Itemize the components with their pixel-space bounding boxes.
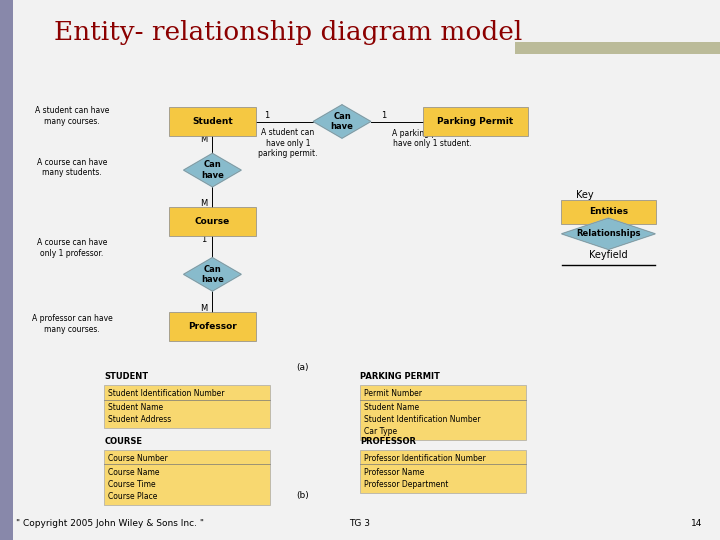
FancyBboxPatch shape <box>360 450 526 493</box>
Text: M: M <box>200 199 207 207</box>
Polygon shape <box>184 153 241 187</box>
FancyBboxPatch shape <box>360 385 526 440</box>
Text: 1: 1 <box>201 235 207 244</box>
Text: Course Number: Course Number <box>108 454 168 463</box>
Text: Relationships: Relationships <box>576 230 641 238</box>
Text: A student can have
many courses.: A student can have many courses. <box>35 106 109 126</box>
Text: A student can
have only 1
parking permit.: A student can have only 1 parking permit… <box>258 128 318 158</box>
FancyBboxPatch shape <box>423 107 528 136</box>
Text: TG 3: TG 3 <box>349 519 371 528</box>
Text: 1: 1 <box>381 111 387 119</box>
FancyBboxPatch shape <box>515 42 720 54</box>
Text: Entities: Entities <box>589 207 628 216</box>
Text: Keyfield: Keyfield <box>589 251 628 260</box>
FancyBboxPatch shape <box>168 312 256 341</box>
Text: Parking Permit: Parking Permit <box>437 117 513 126</box>
Text: A parking permit can
have only 1 student.: A parking permit can have only 1 student… <box>392 129 472 149</box>
Text: Permit Number: Permit Number <box>364 389 422 398</box>
Text: Can
have: Can have <box>330 112 354 131</box>
Text: Course Name: Course Name <box>108 468 160 477</box>
Text: Key: Key <box>576 191 593 200</box>
Text: Student Identification Number: Student Identification Number <box>364 415 480 424</box>
Text: Student Name: Student Name <box>364 403 419 412</box>
Text: PROFESSOR: PROFESSOR <box>360 436 416 446</box>
Text: M: M <box>200 304 207 313</box>
Polygon shape <box>184 258 241 291</box>
Text: Course: Course <box>195 217 230 226</box>
FancyBboxPatch shape <box>104 450 270 505</box>
Text: Professor: Professor <box>188 322 237 331</box>
Text: Entity- relationship diagram model: Entity- relationship diagram model <box>54 20 522 45</box>
Text: COURSE: COURSE <box>104 436 143 446</box>
Text: A professor can have
many courses.: A professor can have many courses. <box>32 314 112 334</box>
Text: (b): (b) <box>296 491 309 500</box>
Polygon shape <box>313 105 371 138</box>
Text: Car Type: Car Type <box>364 427 397 436</box>
Text: A course can have
only 1 professor.: A course can have only 1 professor. <box>37 238 107 258</box>
Text: PARKING PERMIT: PARKING PERMIT <box>360 372 440 381</box>
Text: Can
have: Can have <box>201 265 224 284</box>
Text: A course can have
many students.: A course can have many students. <box>37 158 107 177</box>
Text: 1: 1 <box>264 111 269 119</box>
FancyBboxPatch shape <box>168 207 256 236</box>
FancyBboxPatch shape <box>562 200 655 224</box>
Text: Student Name: Student Name <box>108 403 163 412</box>
Text: Student: Student <box>192 117 233 126</box>
Text: (a): (a) <box>296 363 309 372</box>
Text: Professor Department: Professor Department <box>364 480 448 489</box>
FancyBboxPatch shape <box>168 107 256 136</box>
FancyBboxPatch shape <box>0 0 13 540</box>
Text: Student Address: Student Address <box>108 415 171 424</box>
Text: Professor Identification Number: Professor Identification Number <box>364 454 485 463</box>
Text: Can
have: Can have <box>201 160 224 180</box>
Text: Student Identification Number: Student Identification Number <box>108 389 225 398</box>
Text: 14: 14 <box>690 519 702 528</box>
FancyBboxPatch shape <box>104 385 270 428</box>
Text: STUDENT: STUDENT <box>104 372 148 381</box>
Text: Course Place: Course Place <box>108 492 158 501</box>
Polygon shape <box>562 218 655 249</box>
Text: Professor Name: Professor Name <box>364 468 424 477</box>
Text: " Copyright 2005 John Wiley & Sons Inc. ": " Copyright 2005 John Wiley & Sons Inc. … <box>16 519 204 528</box>
Text: Course Time: Course Time <box>108 480 156 489</box>
Text: M: M <box>200 136 207 144</box>
